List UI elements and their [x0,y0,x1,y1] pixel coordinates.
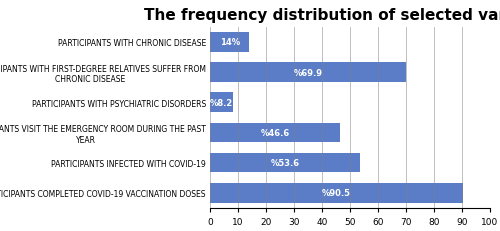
Text: %46.6: %46.6 [260,128,290,137]
Title: The frequency distribution of selected variables: The frequency distribution of selected v… [144,7,500,22]
Text: %8.2: %8.2 [210,98,233,107]
Bar [210,63,406,82]
Text: %69.9: %69.9 [294,68,322,77]
Text: %90.5: %90.5 [322,188,351,197]
Text: 14%: 14% [220,38,240,47]
Bar [210,33,249,52]
Bar [210,183,464,203]
Bar [210,153,360,173]
Bar [210,93,233,112]
Text: %53.6: %53.6 [270,158,300,167]
Bar [210,123,340,143]
